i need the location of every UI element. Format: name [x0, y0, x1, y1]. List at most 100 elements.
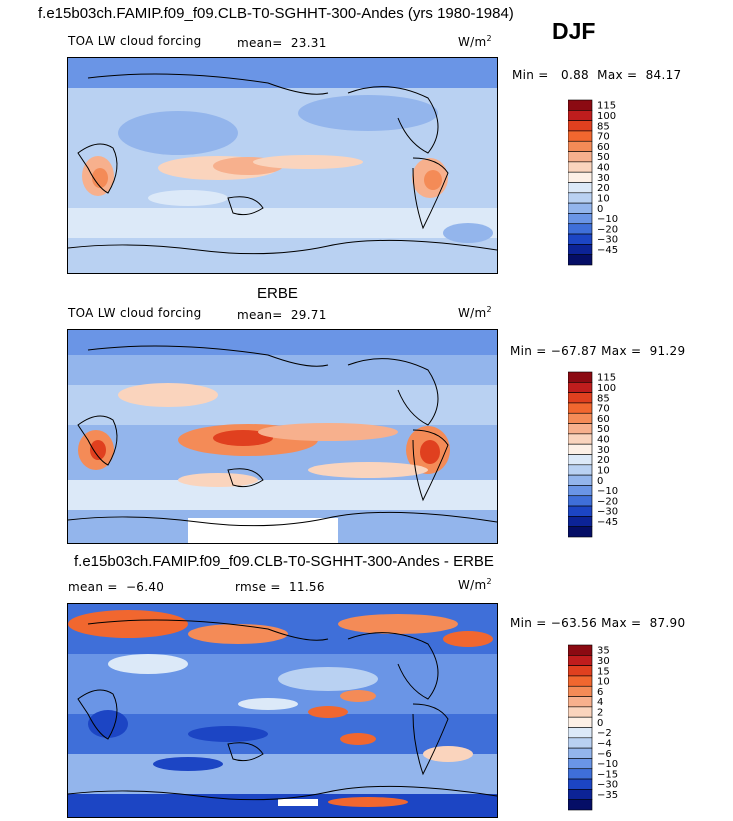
- panel1-colorbar-swatch: [567, 213, 593, 225]
- panel2-variable-label: TOA LW cloud forcing: [68, 306, 202, 320]
- panel2-units: W/m2: [458, 305, 492, 320]
- panel1-colorbar-tick-label: 40: [597, 163, 610, 174]
- panel1-colorbar-tick-label: 0: [597, 204, 603, 215]
- panel1-mean-value: 23.31: [290, 36, 327, 50]
- panel3-colorbar-swatch: [567, 747, 593, 759]
- panel3-colorbar-tick-label: 35: [597, 646, 610, 657]
- panel1-colorbar-tick-label: 30: [597, 173, 610, 184]
- panel3-rmse-label: rmse = 11.56: [235, 580, 325, 594]
- panel2-minmax: Min = −67.87 Max = 91.29: [510, 344, 686, 358]
- panel1-colorbar-tick-label: 60: [597, 142, 610, 153]
- panel3-colorbar-swatch: [567, 789, 593, 800]
- panel1-colorbar-tick-label: 20: [597, 183, 610, 194]
- panel1-colorbar-swatch: [567, 223, 593, 235]
- panel1-colorbar-tick-label: −20: [597, 224, 618, 235]
- panel2-colorbar-tick-label: 60: [597, 414, 610, 425]
- panel2-colorbar-swatch: [567, 392, 593, 404]
- panel3-units: W/m2: [458, 577, 492, 592]
- panel3-colorbar-tick-label: −6: [597, 749, 612, 760]
- panel1-colorbar-swatch: [567, 130, 593, 142]
- panel2-colorbar-swatch: [567, 454, 593, 466]
- panel2-colorbar-tick-label: −45: [597, 517, 618, 528]
- panel1-colorbar-swatch: [567, 202, 593, 214]
- panel2-min-value: −67.87: [550, 344, 598, 358]
- panel3-title: f.e15b03ch.FAMIP.f09_f09.CLB-T0-SGHHT-30…: [74, 553, 494, 570]
- panel1-colorbar-tick-label: 115: [597, 101, 616, 112]
- panel1-min-value: 0.88: [561, 68, 589, 82]
- panel2-colorbar-swatch: [567, 526, 593, 538]
- panel3-colorbar-swatch: [567, 696, 593, 708]
- panel2-colorbar-swatch: [567, 485, 593, 497]
- panel2-title: ERBE: [257, 285, 298, 302]
- panel1-variable-label: TOA LW cloud forcing: [68, 34, 202, 48]
- panel2-colorbar-swatch: [567, 382, 593, 393]
- panel1-colorbar-swatch: [567, 171, 593, 183]
- panel1-colorbar-swatch: [567, 120, 593, 132]
- panel3-colorbar-tick-label: 2: [597, 708, 603, 719]
- panel1-colorbar-swatch: [567, 182, 593, 194]
- panel1-title: f.e15b03ch.FAMIP.f09_f09.CLB-T0-SGHHT-30…: [38, 5, 514, 22]
- panel3-map: [67, 603, 498, 818]
- panel1-field: [68, 58, 497, 273]
- panel2-colorbar: 115 100 85 70 60 50 40 30 20 10 0 −10 −20 −30 −45: [567, 370, 658, 546]
- panel2-colorbar-tick-label: 85: [597, 393, 610, 404]
- panel3-colorbar-swatch: [567, 768, 593, 780]
- panel3-colorbar-swatch: [567, 737, 593, 749]
- panel1-colorbar-swatch: [567, 161, 593, 173]
- panel2-map: [67, 329, 498, 544]
- panel2-colorbar-swatch: [567, 474, 593, 486]
- panel3-colorbar-tick-label: 4: [597, 697, 603, 708]
- panel3-colorbar-swatch: [567, 716, 593, 728]
- panel2-colorbar-tick-label: −10: [597, 486, 618, 497]
- panel3-colorbar-tick-label: 15: [597, 666, 610, 677]
- panel3-colorbar-swatch: [567, 799, 593, 811]
- panel1-mean-label: mean= 23.31: [237, 36, 327, 50]
- panel2-colorbar-tick-label: 20: [597, 455, 610, 466]
- panel2-field: [68, 330, 497, 543]
- panel1-colorbar-swatch: [567, 244, 593, 255]
- panel2-colorbar-tick-label: 50: [597, 424, 610, 435]
- panel2-colorbar-swatch: [567, 516, 593, 527]
- panel3-colorbar-tick-label: −35: [597, 790, 618, 801]
- panel3-mean-value: −6.40: [125, 580, 165, 594]
- panel2-colorbar-tick-label: 30: [597, 445, 610, 456]
- panel1-colorbar-swatch: [567, 151, 593, 163]
- panel3-colorbar-tick-label: −10: [597, 759, 618, 770]
- panel3-colorbar-tick-label: 10: [597, 677, 610, 688]
- panel2-colorbar-tick-label: 40: [597, 435, 610, 446]
- panel2-colorbar-swatch: [567, 433, 593, 445]
- panel1-map: [67, 57, 498, 274]
- panel1-colorbar-swatch: [567, 140, 593, 152]
- panel3-max-value: 87.90: [649, 616, 686, 630]
- panel2-colorbar-swatch: [567, 423, 593, 435]
- panel2-colorbar-tick-label: 0: [597, 476, 603, 487]
- panel3-colorbar-swatch: [567, 778, 593, 790]
- panel3-colorbar-swatch: [567, 727, 593, 739]
- panel3-colorbar-tick-label: −15: [597, 769, 618, 780]
- panel1-colorbar-tick-label: 50: [597, 152, 610, 163]
- panel2-colorbar-swatch: [567, 464, 593, 476]
- panel2-colorbar-tick-label: 10: [597, 465, 610, 476]
- panel2-colorbar-tick-label: −30: [597, 507, 618, 518]
- panel3-colorbar-swatch: [567, 644, 593, 656]
- panel1-colorbar-swatch: [567, 110, 593, 121]
- panel1-colorbar-tick-label: 100: [597, 111, 616, 122]
- panel2-colorbar-swatch: [567, 402, 593, 414]
- panel2-colorbar-swatch: [567, 412, 593, 424]
- panel3-colorbar-swatch: [567, 675, 593, 687]
- season-label: DJF: [552, 18, 596, 44]
- panel3-colorbar-swatch: [567, 655, 593, 666]
- panel1-colorbar-tick-label: 70: [597, 132, 610, 143]
- panel3-min-value: −63.56: [550, 616, 598, 630]
- panel2-colorbar-tick-label: −20: [597, 496, 618, 507]
- panel3-minmax: Min = −63.56 Max = 87.90: [510, 616, 686, 630]
- panel2-max-value: 91.29: [649, 344, 686, 358]
- panel3-mean-label: mean = −6.40: [68, 580, 165, 594]
- panel3-colorbar-swatch: [567, 758, 593, 770]
- panel1-colorbar: 115 100 85 70 60 50 40 30 20 10 0 −10 −20 −30 −45: [567, 98, 658, 274]
- panel2-mean-value: 29.71: [290, 308, 327, 322]
- panel1-colorbar-swatch: [567, 99, 593, 111]
